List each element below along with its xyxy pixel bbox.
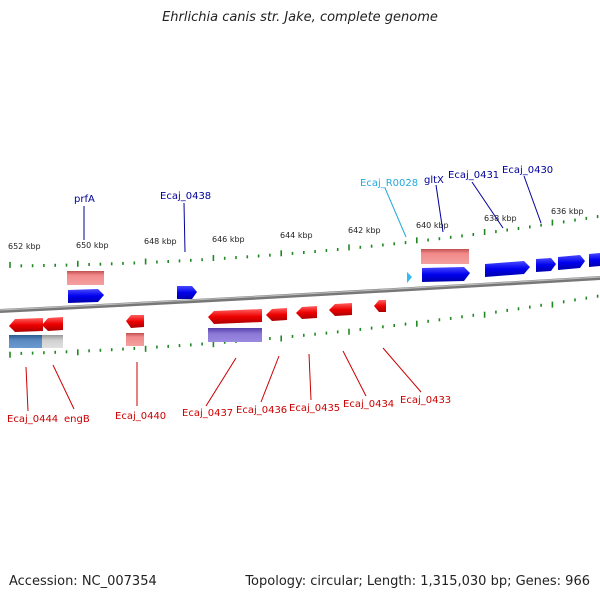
prfA-rrna-feature[interactable] bbox=[67, 271, 104, 285]
gene-label-ecaj-0444[interactable]: Ecaj_0444 bbox=[7, 414, 58, 425]
ecaj-0440-gene-arrow[interactable] bbox=[126, 315, 144, 328]
ecaj-0431-gene-arrow[interactable] bbox=[485, 261, 530, 277]
ecaj-0435-gene-arrow[interactable] bbox=[296, 306, 317, 319]
scale-label: 644 kbp bbox=[280, 231, 313, 240]
gene-label-ecaj-0433[interactable]: Ecaj_0433 bbox=[400, 395, 451, 406]
ecaj-0444-feature-box[interactable] bbox=[9, 335, 42, 348]
ecaj-0437-feature-box[interactable] bbox=[208, 328, 262, 342]
scale-label: 642 kbp bbox=[348, 226, 381, 235]
engB-feature-box[interactable] bbox=[42, 335, 63, 348]
ecaj-0433-gene-arrow[interactable] bbox=[374, 300, 386, 312]
scale-label: 636 kbp bbox=[551, 207, 584, 216]
gene-label-ecaj-0431[interactable]: Ecaj_0431 bbox=[448, 170, 499, 181]
forward-strand-features bbox=[67, 249, 600, 303]
label-leader-lines bbox=[25, 175, 542, 412]
gltX-gene-arrow[interactable] bbox=[422, 267, 470, 282]
genome-backbone bbox=[0, 276, 600, 313]
edge-gene-arrow[interactable] bbox=[589, 253, 600, 267]
gene-label-ecaj-0438[interactable]: Ecaj_0438 bbox=[160, 191, 211, 202]
forward-gene-labels: prfA Ecaj_0438 Ecaj_R0028 gltX Ecaj_0431… bbox=[74, 165, 553, 205]
ecaj-0434-gene-arrow[interactable] bbox=[329, 303, 352, 316]
gene-label-ecaj-0434[interactable]: Ecaj_0434 bbox=[343, 399, 394, 410]
scale-ruler-bottom bbox=[9, 294, 599, 358]
prfA-gene-arrow[interactable] bbox=[68, 289, 104, 303]
scale-label: 646 kbp bbox=[212, 235, 245, 244]
genome-title: Ehrlichia canis str. Jake, complete geno… bbox=[162, 10, 438, 25]
ecaj-0438-gene-arrow[interactable] bbox=[177, 286, 197, 299]
ecaj-r0028-rna-arrow[interactable] bbox=[407, 272, 412, 283]
scale-label: 650 kbp bbox=[76, 241, 109, 250]
gene-label-engB[interactable]: engB bbox=[64, 414, 90, 425]
gene-label-ecaj-0430[interactable]: Ecaj_0430 bbox=[502, 165, 553, 176]
gene-label-ecaj-0435[interactable]: Ecaj_0435 bbox=[289, 403, 340, 414]
gene-label-gltX[interactable]: gltX bbox=[424, 175, 444, 186]
accession-text: Accession: NC_007354 bbox=[9, 574, 157, 589]
ecaj-0430b-gene-arrow[interactable] bbox=[558, 255, 585, 270]
gene-label-ecaj-0440[interactable]: Ecaj_0440 bbox=[115, 411, 166, 422]
ecaj-0430a-gene-arrow[interactable] bbox=[536, 258, 556, 272]
scale-label: 638 kbp bbox=[484, 214, 517, 223]
scale-label: 648 kbp bbox=[144, 237, 177, 246]
scale-label: 640 kbp bbox=[416, 221, 449, 230]
gene-label-ecaj-0437[interactable]: Ecaj_0437 bbox=[182, 408, 233, 419]
engB-gene-arrow[interactable] bbox=[42, 317, 63, 331]
gene-label-prfA[interactable]: prfA bbox=[74, 194, 95, 205]
gltX-rrna-feature[interactable] bbox=[421, 249, 469, 264]
ecaj-0440-feature-box[interactable] bbox=[126, 333, 144, 346]
reverse-strand-features bbox=[9, 300, 386, 348]
gene-label-ecaj-r0028[interactable]: Ecaj_R0028 bbox=[360, 178, 418, 189]
scale-ruler-top bbox=[9, 215, 599, 268]
reverse-gene-labels: Ecaj_0444 engB Ecaj_0440 Ecaj_0437 Ecaj_… bbox=[7, 395, 451, 425]
ecaj-0444-gene-arrow[interactable] bbox=[9, 318, 43, 332]
scale-label: 652 kbp bbox=[8, 242, 41, 251]
ecaj-0437-gene-arrow[interactable] bbox=[208, 309, 262, 324]
genome-summary-text: Topology: circular; Length: 1,315,030 bp… bbox=[245, 574, 590, 589]
gene-label-ecaj-0436[interactable]: Ecaj_0436 bbox=[236, 405, 287, 416]
ecaj-0436-gene-arrow[interactable] bbox=[266, 308, 287, 321]
